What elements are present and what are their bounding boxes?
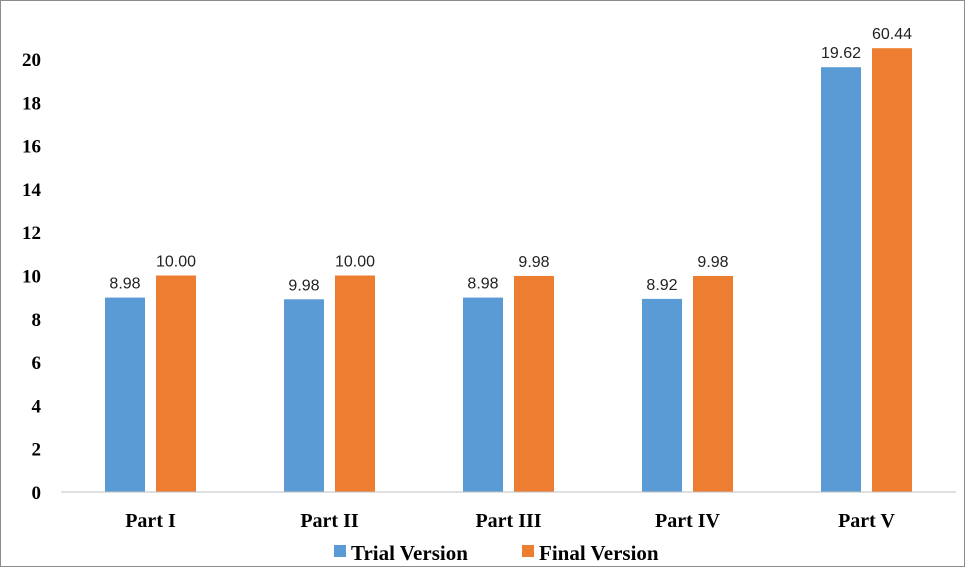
y-tick-label: 6 [32, 353, 42, 374]
bar-trial [284, 299, 324, 492]
legend-swatch [334, 545, 346, 557]
data-label: 60.44 [872, 26, 912, 43]
data-label: 9.98 [518, 254, 549, 271]
y-tick-label: 10 [22, 267, 41, 288]
bars: 8.98 10.00 9.98 10.00 8.98 9.98 8.92 9.98 19.62 6… [105, 26, 912, 493]
data-label: 9.98 [288, 277, 319, 294]
bar-trial [463, 297, 503, 492]
legend-label: Trial Version [351, 541, 468, 565]
y-tick-label: 2 [32, 440, 42, 461]
y-tick-label: 8 [32, 310, 42, 331]
bar-final [514, 275, 554, 492]
bar-final [156, 275, 196, 492]
data-label: 19.62 [821, 45, 861, 62]
bar-trial [642, 298, 682, 492]
legend-label: Final Version [539, 541, 659, 565]
y-tick-label: 18 [22, 93, 41, 114]
bar-final [872, 48, 912, 493]
x-category-label: Part IV [655, 510, 721, 532]
y-tick-label: 20 [22, 50, 41, 71]
category-labels: Part I Part II Part III Part IV Part V [125, 510, 895, 532]
y-tick-label: 16 [22, 137, 41, 158]
x-category-label: Part III [475, 510, 541, 532]
data-label: 9.98 [697, 254, 728, 271]
bar-final [693, 275, 733, 492]
x-category-label: Part V [838, 510, 895, 532]
x-category-label: Part II [300, 510, 359, 532]
y-tick-label: 4 [32, 396, 42, 417]
y-axis-ticks: 0 2 4 6 8 10 12 14 16 18 20 [22, 50, 42, 504]
x-category-label: Part I [125, 510, 176, 532]
data-label: 8.98 [109, 276, 140, 293]
data-label: 8.98 [467, 276, 498, 293]
y-tick-label: 0 [32, 483, 42, 504]
bar-final [335, 275, 375, 492]
legend-swatch [522, 545, 534, 557]
y-tick-label: 12 [22, 223, 41, 244]
data-label: 8.92 [646, 277, 677, 294]
data-label: 10.00 [156, 254, 196, 271]
legend: Trial Version Final Version [334, 541, 659, 565]
bar-trial [105, 297, 145, 492]
data-label: 10.00 [335, 254, 375, 271]
bar-trial [821, 67, 861, 493]
y-tick-label: 14 [22, 180, 42, 201]
